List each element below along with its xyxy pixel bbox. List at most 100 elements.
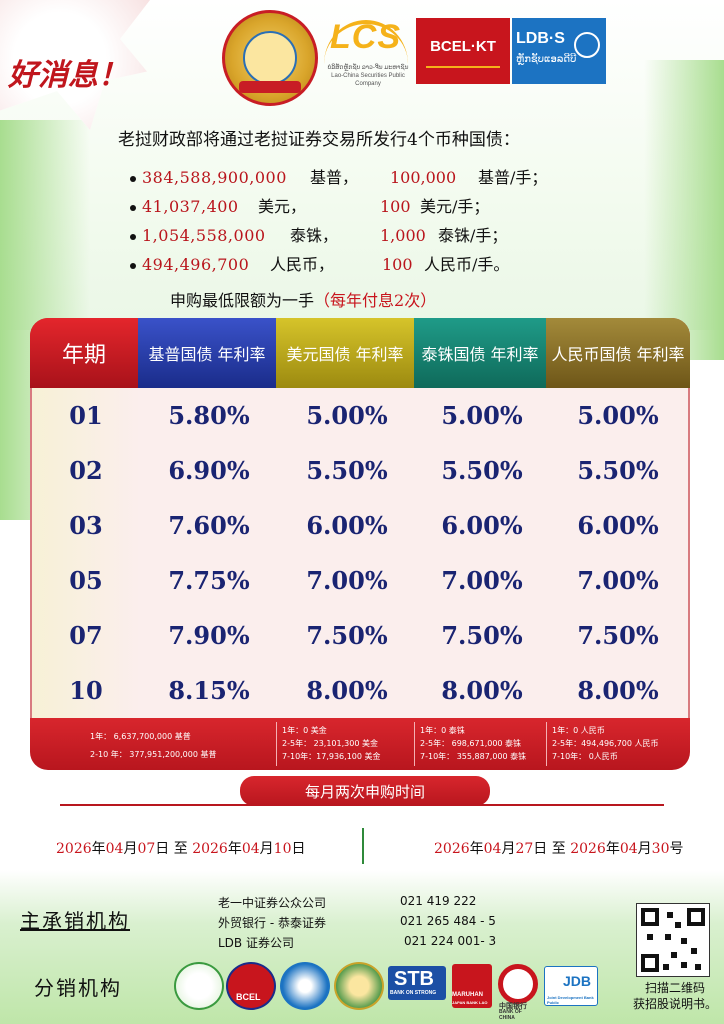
issue-lot: 100	[380, 197, 411, 216]
date-value: 04	[105, 841, 124, 857]
note-divider	[276, 722, 277, 766]
lao-national-emblem-logo	[222, 10, 318, 106]
usd-rate-cell: 7.00%	[306, 566, 388, 595]
schedule-vertical-divider	[362, 828, 364, 864]
min-subscription-line: 申购最低限额为一手（每年付息2次）	[170, 287, 436, 311]
note-line: 7-10年： 355,887,000 泰铢	[420, 752, 527, 761]
issue-unit: 泰铢/手；	[438, 226, 508, 245]
date-value: 04	[241, 841, 260, 857]
qr-module	[671, 952, 677, 958]
lcs-subtitle-en: Lao-China Securities Public Company	[331, 73, 405, 87]
maruhan-label: MARUHAN	[452, 992, 483, 998]
lcs-logo: LCS ບໍລິສັດຫຼັກຊັບ ລາວ-ຈີນ ມະຫາຊົນ Lao-C…	[320, 18, 412, 87]
stb-sub-label: BANK ON STRONG	[390, 990, 437, 996]
qr-caption-line: 获招股说明书。	[632, 997, 717, 1011]
kip-rate-cell: 7.75%	[168, 566, 250, 595]
qr-module	[691, 948, 697, 954]
term-cell: 10	[32, 663, 140, 718]
issue-lot: 100,000	[390, 168, 457, 187]
qr-module	[675, 922, 681, 928]
issue-lot: 100	[382, 255, 413, 274]
underwriter-item: 老一中证券公众公司 021 419 222	[218, 894, 476, 911]
jdb-sub-label: Joint Development Bank Public	[547, 995, 594, 1005]
qr-module	[695, 964, 701, 970]
term-cell: 05	[32, 553, 140, 608]
cny-rate-cell: 5.50%	[577, 456, 659, 485]
term-cell: 02	[32, 443, 140, 498]
date-value: 04	[619, 841, 638, 857]
bullet-icon	[130, 176, 136, 182]
issue-amount: 384,588,900,000	[142, 168, 287, 187]
kip-rate-cell: 7.90%	[168, 621, 250, 650]
issue-currency: 基普，	[310, 168, 359, 187]
header-usd-rate: 美元国债 年利率	[276, 318, 414, 388]
cny-rate-cell: 5.00%	[577, 401, 659, 430]
lcs-arc-icon	[324, 20, 408, 64]
distributor-logo-blue-circle	[280, 962, 330, 1010]
thb-allocation-note: 1年：0 泰铢 2-5年： 698,671,000 泰铢 7-10年： 355,…	[420, 724, 526, 763]
date-value: 2026	[434, 841, 470, 857]
stb-label: STB	[394, 968, 434, 990]
bcel-label: BCEL	[236, 992, 261, 1002]
qr-caption: 扫描二维码 获招股说明书。	[630, 980, 720, 1012]
distributors-label: 分销机构	[34, 976, 122, 1000]
underwriter-name: LDB 证券公司	[218, 936, 294, 950]
rate-table-notes: 1年： 6,637,700,000 基普 2-10 年： 377,951,200…	[30, 718, 690, 770]
background-right-glow	[644, 60, 724, 360]
min-subscription: 申购最低限额为一手	[170, 291, 315, 310]
note-line: 7-10年：17,936,100 美金	[282, 752, 381, 761]
cny-rate-cell: 8.00%	[577, 676, 659, 705]
lcs-logo-subtitle: ບໍລິສັດຫຼັກຊັບ ລາວ-ຈີນ ມະຫາຊົນ Lao-China…	[320, 64, 416, 88]
kip-rate-cell: 6.90%	[168, 456, 250, 485]
emblem-inner-circle	[243, 31, 297, 85]
term-cell: 01	[32, 388, 140, 443]
lcs-subtitle-lao: ບໍລິສັດຫຼັກຊັບ ລາວ-ຈີນ ມະຫາຊົນ	[327, 65, 409, 71]
date-value: 27	[515, 841, 534, 857]
qr-finder-pattern	[687, 908, 705, 926]
kip-rate-cell: 5.80%	[168, 401, 250, 430]
bcel-underline	[426, 66, 500, 68]
jdb-label: JDB	[563, 973, 592, 989]
issue-unit: 美元/手；	[420, 197, 490, 216]
kip-allocation-note: 1年： 6,637,700,000 基普 2-10 年： 377,951,200…	[90, 728, 217, 764]
qr-code[interactable]	[636, 903, 710, 977]
usd-allocation-note: 1年：0 美金 2-5年： 23,101,300 美金 7-10年：17,936…	[282, 724, 381, 763]
underwriter-name: 老一中证券公众公司	[218, 896, 327, 910]
underwriter-name: 外贸银行 - 恭泰证券	[218, 916, 326, 930]
usd-rate-cell: 7.50%	[306, 621, 388, 650]
note-line: 1年：0 泰铢	[420, 726, 465, 735]
issue-unit: 基普/手；	[478, 168, 548, 187]
qr-caption-line: 扫描二维码	[644, 981, 705, 995]
date-value: 2026	[570, 841, 606, 857]
headline: 老挝财政部将通过老挝证券交易所发行4个币种国债：	[118, 130, 520, 150]
distributor-logo-stb: STB BANK ON STRONG	[388, 966, 446, 1000]
note-line: 7-10年： 0人民币	[552, 752, 618, 761]
note-line: 1年：0 人民币	[552, 726, 605, 735]
note-line: 2-5年： 698,671,000 泰铢	[420, 739, 522, 748]
qr-module	[681, 938, 687, 944]
issue-unit: 人民币/手。	[424, 255, 510, 274]
qr-module	[647, 934, 653, 940]
issue-currency: 美元，	[258, 197, 307, 216]
date-value: 07	[137, 841, 156, 857]
underwriter-phone: 021 419 222	[400, 894, 477, 908]
maruhan-sub-label: JAPAN BANK LAO	[452, 1000, 488, 1005]
table-row: 05 7.75% 7.00% 7.00% 7.00%	[32, 553, 688, 608]
bcel-kt-text: BCEL·KT	[430, 38, 496, 55]
issue-lot: 1,000	[380, 226, 426, 245]
date-to: 至	[551, 841, 566, 857]
note-divider	[414, 722, 415, 766]
ldb-s-logo: LDB·S ຫຼັກຊັບແອລດີບີ	[512, 18, 606, 84]
note-line: 2-10 年： 377,951,200,000 基普	[90, 750, 217, 759]
note-line: 2-5年： 23,101,300 美金	[282, 739, 378, 748]
kip-rate-cell: 8.15%	[168, 676, 250, 705]
table-row: 07 7.90% 7.50% 7.50% 7.50%	[32, 608, 688, 663]
header-cny-rate: 人民币国债 年利率	[546, 318, 690, 388]
qr-module	[663, 964, 669, 970]
rate-table: 年期 基普国债 年利率 美元国债 年利率 泰铢国债 年利率 人民币国债 年利率 …	[30, 318, 690, 770]
date-to: 至	[173, 841, 188, 857]
distributor-logo-maruhan: MARUHAN JAPAN BANK LAO	[452, 964, 492, 1008]
issue-currency: 人民币，	[270, 255, 335, 274]
underwriter-item: LDB 证券公司 021 224 001- 3	[218, 934, 496, 951]
usd-rate-cell: 5.00%	[306, 401, 388, 430]
